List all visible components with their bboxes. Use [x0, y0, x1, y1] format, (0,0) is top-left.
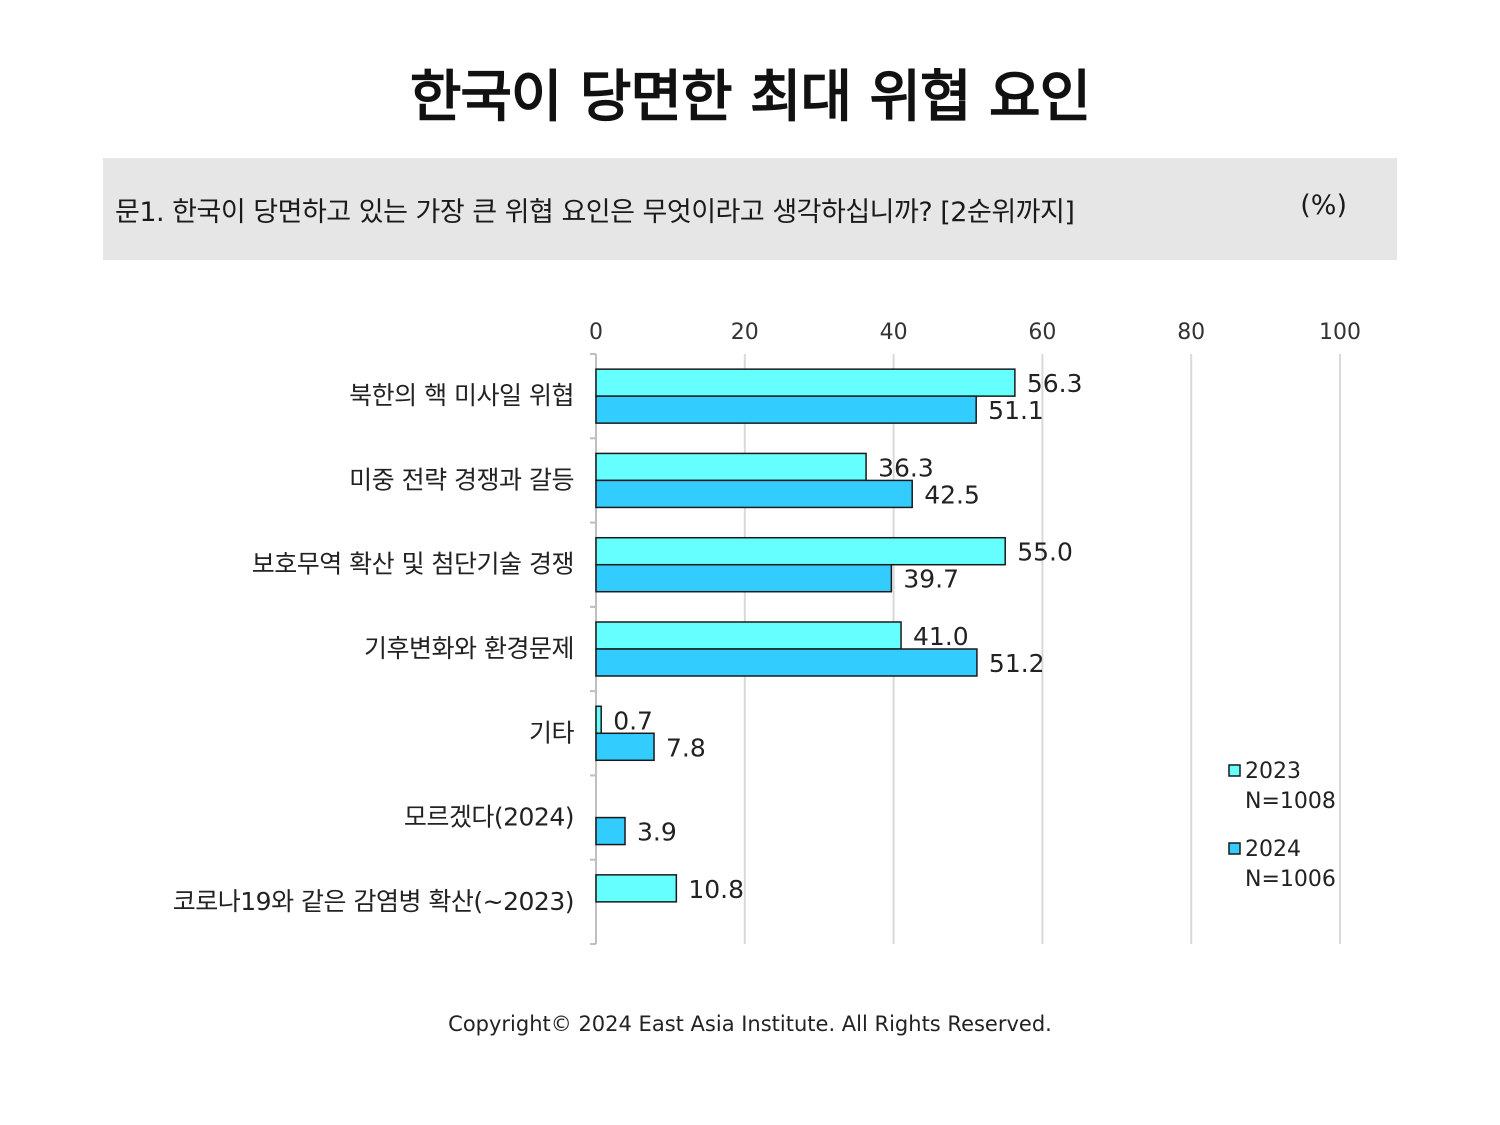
data-label: 55.0: [1017, 538, 1073, 567]
bar-2024: [595, 479, 913, 509]
category-label: 기후변화와 환경문제: [364, 634, 574, 663]
category-label: 미중 전략 경쟁과 갈등: [349, 465, 574, 494]
legend-sample-size: N=1006: [1245, 867, 1336, 892]
category-label: 모르겠다(2024): [404, 803, 574, 832]
bar-2023: [595, 452, 867, 482]
x-tick-label: 60: [1028, 320, 1056, 345]
category-label: 보호무역 확산 및 첨단기술 경쟁: [252, 550, 574, 579]
bar-2023: [595, 874, 678, 903]
data-label: 39.7: [903, 565, 959, 594]
legend-swatch-2023: [1228, 764, 1241, 777]
question-text: 문1. 한국이 당면하고 있는 가장 큰 위협 요인은 무엇이라고 생각하십니까…: [115, 197, 1075, 228]
category-label: 기타: [529, 718, 575, 747]
x-tick-label: 80: [1177, 320, 1205, 345]
category-label: 코로나19와 같은 감염병 확산(~2023): [173, 887, 574, 916]
bar-2024: [595, 648, 978, 677]
copyright-footer: Copyright© 2024 East Asia Institute. All…: [448, 1012, 1052, 1036]
x-tick-label: 20: [731, 320, 759, 345]
question-banner: 문1. 한국이 당면하고 있는 가장 큰 위협 요인은 무엇이라고 생각하십니까…: [103, 158, 1397, 260]
legend-sample-size: N=1008: [1245, 789, 1336, 814]
x-tick-label: 40: [880, 320, 908, 345]
chart-title: 한국이 당면한 최대 위협 요인: [409, 65, 1091, 130]
legend-label: 2024: [1245, 837, 1301, 862]
bar-2024: [595, 732, 655, 762]
x-tick-label: 100: [1319, 320, 1361, 345]
bar-2023: [595, 536, 1006, 566]
bar-2024: [595, 816, 626, 846]
data-label: 56.3: [1027, 369, 1083, 398]
data-label: 7.8: [666, 733, 706, 762]
data-label: 51.1: [988, 396, 1044, 425]
legend-label: 2023: [1245, 759, 1301, 784]
bar-2023: [595, 368, 1016, 397]
bar-2024: [595, 395, 977, 424]
bar-2023: [595, 705, 602, 735]
data-label: 41.0: [913, 622, 969, 651]
data-label: 10.8: [688, 875, 744, 904]
data-label: 36.3: [878, 453, 934, 482]
data-label: 42.5: [924, 480, 980, 509]
data-label: 3.9: [637, 818, 677, 847]
legend-swatch-2024: [1228, 842, 1241, 855]
data-label: 51.2: [989, 649, 1045, 678]
category-label: 북한의 핵 미사일 위협: [349, 381, 574, 410]
bar-2023: [595, 621, 902, 650]
x-tick-label: 0: [589, 320, 603, 345]
bar-2024: [595, 563, 893, 593]
data-label: 0.7: [613, 706, 653, 735]
unit-label: (%): [1300, 190, 1347, 221]
